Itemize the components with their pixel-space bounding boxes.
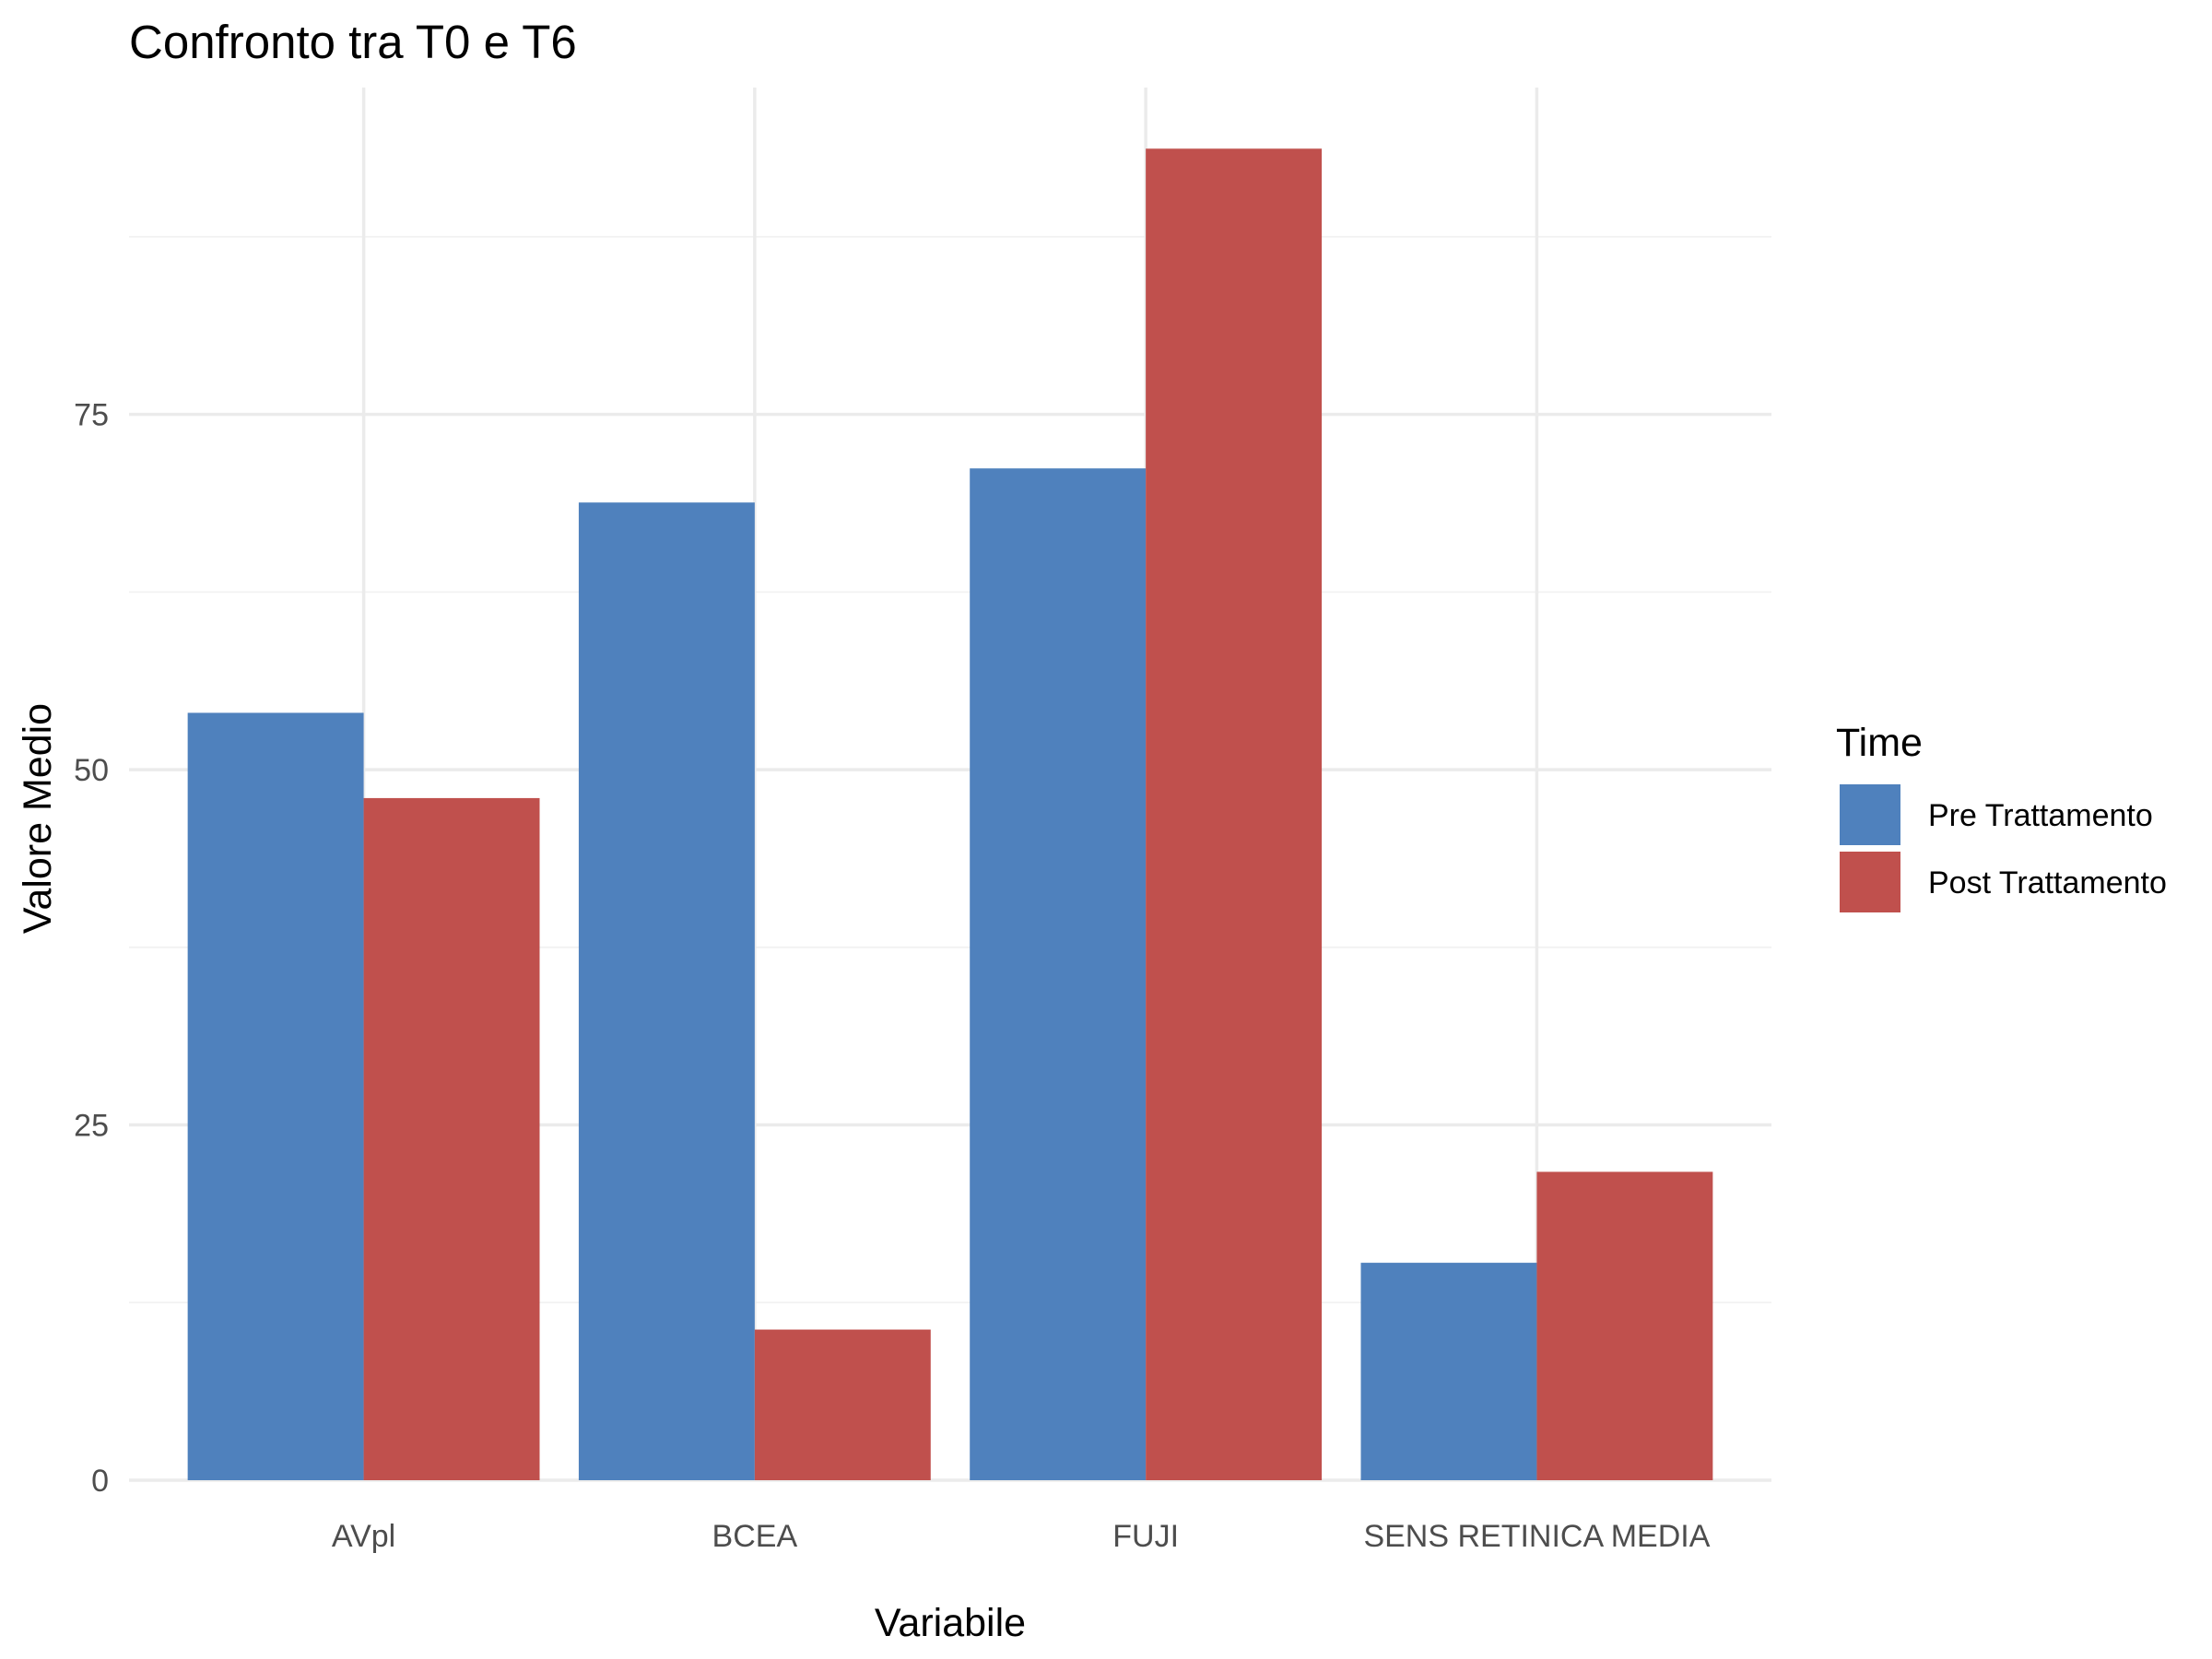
plot-bars [187, 148, 1713, 1481]
legend-label-pre: Pre Trattamento [1928, 798, 2153, 833]
bar-post-2 [754, 1329, 931, 1480]
bar-post-4 [1536, 1171, 1713, 1480]
x-tick-label: AVpl [332, 1519, 395, 1554]
bar-pre-1 [187, 712, 364, 1480]
bar-post-3 [1146, 148, 1323, 1481]
y-tick-label: 75 [74, 398, 109, 433]
y-axis-title: Valore Medio [16, 703, 60, 934]
legend-key-pre [1838, 782, 1902, 847]
legend-title: Time [1836, 721, 1923, 765]
legend: Time Pre Trattamento Post Trattamento [1836, 721, 2167, 914]
bar-pre-3 [970, 468, 1147, 1480]
x-tick-label: BCEA [712, 1519, 798, 1554]
x-axis-title: Variabile [875, 1601, 1026, 1645]
x-axis-ticks: AVpl BCEA FUJI SENS RETINICA MEDIA [332, 1519, 1711, 1554]
y-tick-label: 25 [74, 1109, 109, 1144]
y-tick-label: 0 [91, 1464, 109, 1499]
x-tick-label: FUJI [1112, 1519, 1179, 1554]
legend-key-post [1838, 850, 1902, 914]
x-tick-label: SENS RETINICA MEDIA [1363, 1519, 1710, 1554]
legend-label-post: Post Trattamento [1928, 865, 2167, 900]
bar-pre-2 [578, 502, 755, 1480]
y-axis-ticks: 0 25 50 75 [74, 398, 109, 1499]
chart-title: Confronto tra T0 e T6 [129, 16, 577, 68]
y-tick-label: 50 [74, 753, 109, 788]
bar-pre-4 [1360, 1263, 1537, 1480]
bar-post-1 [363, 797, 540, 1480]
